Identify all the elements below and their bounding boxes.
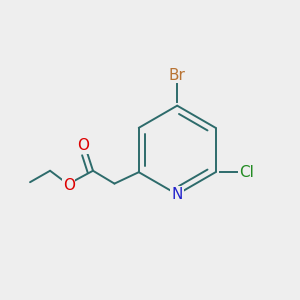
Text: O: O [78,138,90,153]
Text: Cl: Cl [239,165,254,180]
Text: Br: Br [169,68,186,82]
Text: O: O [63,178,75,193]
Text: N: N [172,187,183,202]
